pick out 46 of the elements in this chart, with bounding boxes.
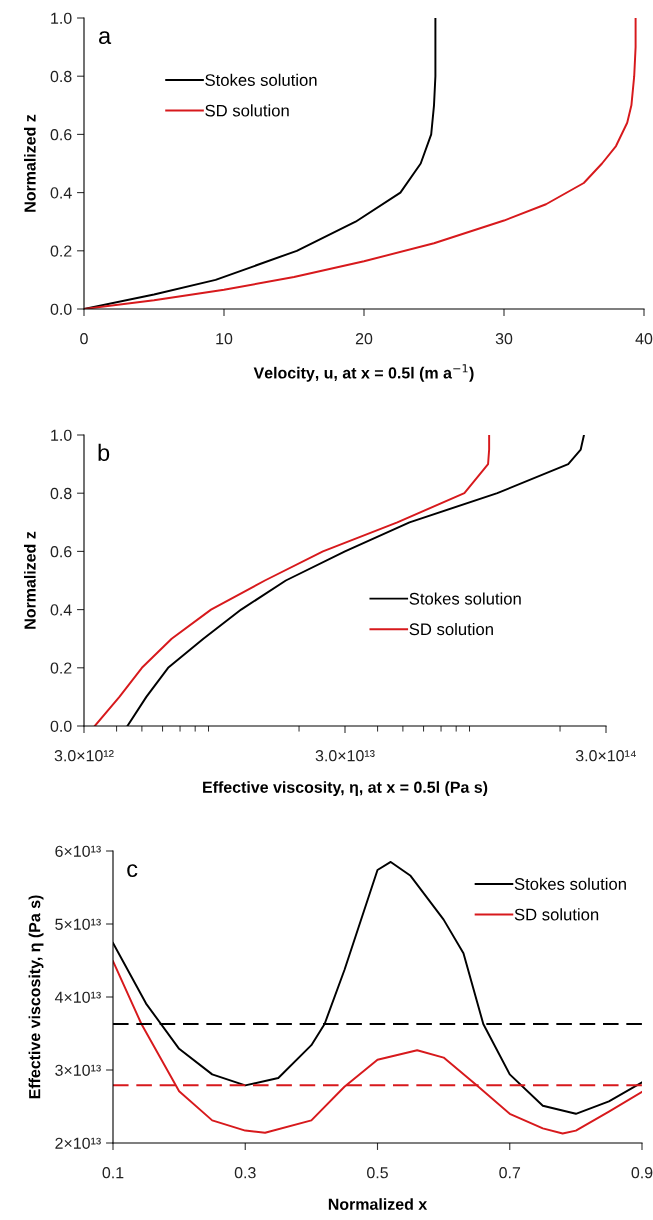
y-axis-title: Normalized z [23, 531, 36, 629]
y-tick-label: 0.6 [50, 546, 72, 558]
x-tick-label: 0.3 [234, 1167, 256, 1179]
x-tick-label: 0.1 [102, 1167, 124, 1179]
x-tick-label: 30 [495, 333, 513, 345]
y-tick-label: 2×10¹³ [55, 1137, 101, 1149]
x-axis-title: Effective viscosity, η, at x = 0.5l (Pa s) [203, 781, 488, 797]
y-tick-label: 3×10¹³ [55, 1064, 101, 1076]
y-tick-label: 0.2 [50, 662, 72, 674]
y-tick-label: 0.8 [50, 487, 72, 500]
legend-label: SD solution [409, 622, 493, 636]
legend-label: SD solution [205, 104, 289, 117]
x-tick-label: 40 [635, 333, 653, 345]
legend-label: Stokes solution [205, 73, 317, 86]
y-tick-label: 0.4 [50, 604, 72, 616]
y-tick-label: 5×10¹³ [55, 918, 101, 930]
annotation: b [98, 443, 110, 462]
y-tick-label: 0.0 [50, 303, 72, 315]
x-tick-label: 0 [80, 333, 88, 345]
x-axis-title: Velocity, u, at x = 0.5l (m a$^{−1}$) [253, 364, 474, 382]
x-tick-label: 3.0×10¹⁴ [575, 750, 636, 762]
y-tick-label: 1.0 [51, 429, 72, 441]
x-tick-label: 10 [216, 333, 233, 345]
y-tick-label: 0.6 [50, 129, 72, 141]
y-tick-label: 0.0 [50, 720, 72, 732]
x-tick-label: 0.7 [499, 1167, 521, 1179]
x-axis-title: Normalized x [328, 1198, 428, 1210]
legend-label: Stokes solution [514, 877, 626, 890]
y-tick-label: 4×10¹³ [54, 991, 101, 1003]
line-series [113, 960, 642, 1135]
x-tick-label: 3.0×10¹² [54, 750, 114, 762]
legend-label: Stokes solution [409, 592, 521, 605]
y-tick-label: 6×10¹³ [55, 845, 101, 857]
annotation: c [127, 864, 138, 878]
y-tick-label: 1.0 [51, 12, 72, 24]
y-tick-label: 0.8 [50, 70, 72, 83]
x-tick-label: 3.0×10¹³ [315, 750, 375, 762]
x-tick-label: 0.5 [367, 1167, 388, 1179]
y-tick-label: 0.2 [50, 245, 72, 257]
x-tick-label: 20 [355, 333, 373, 345]
y-axis-title: Effective viscosity, η (Pa s) [28, 895, 44, 1099]
y-axis-title: Normalized z [23, 114, 36, 212]
annotation: a [99, 31, 112, 45]
legend-label: SD solution [514, 908, 599, 921]
y-tick-label: 0.4 [50, 187, 72, 199]
x-tick-label: 0.9 [631, 1167, 653, 1179]
